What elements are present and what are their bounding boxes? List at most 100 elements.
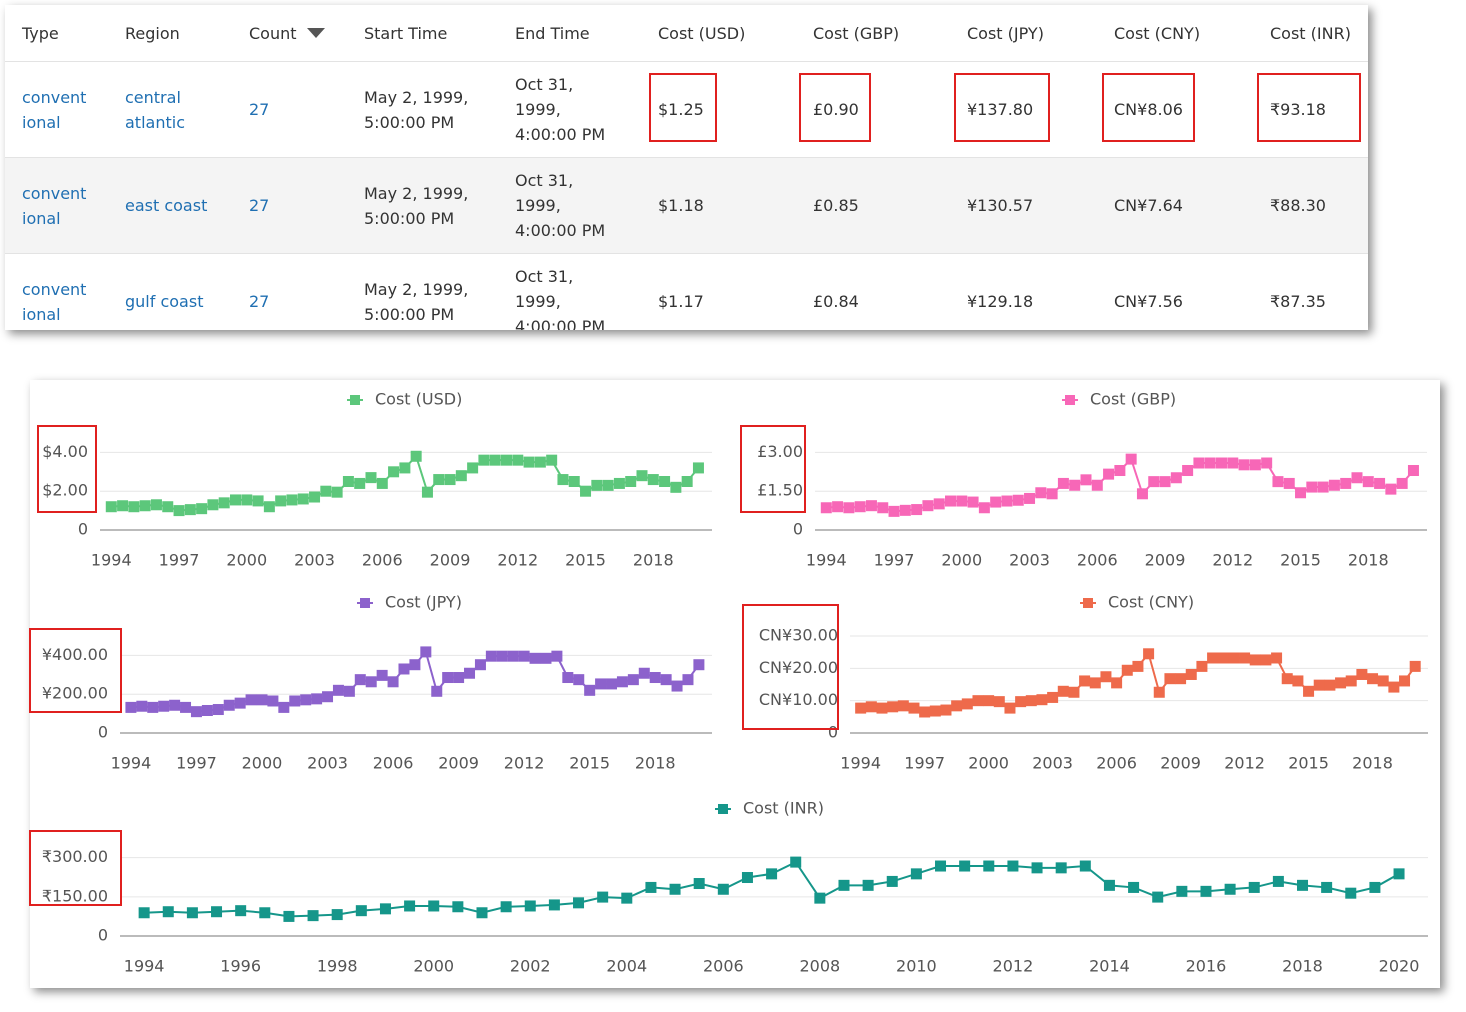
x-tick-label: 1994: [124, 957, 165, 976]
data-point: [147, 701, 159, 713]
x-tick-label: 2009: [438, 754, 479, 773]
data-point: [1121, 664, 1133, 676]
table-cell[interactable]: conventional: [22, 87, 87, 132]
x-tick-label: 2000: [242, 754, 283, 773]
data-point: [235, 905, 247, 917]
x-tick-label: 2012: [1212, 551, 1253, 570]
x-tick-label: 2000: [413, 957, 454, 976]
table-cell[interactable]: conventional: [22, 279, 87, 324]
x-tick-label: 1994: [111, 754, 152, 773]
data-point: [354, 477, 366, 489]
data-point: [990, 496, 1002, 508]
table-cell: ¥130.57: [967, 196, 1034, 215]
data-point: [1103, 468, 1115, 480]
data-point: [136, 700, 148, 712]
y-tick-label: 0: [98, 723, 108, 742]
data-point: [186, 907, 198, 919]
data-point: [1261, 457, 1273, 469]
data-point: [1249, 459, 1261, 471]
data-point: [1185, 668, 1197, 680]
data-point: [229, 494, 241, 506]
data-point: [1125, 453, 1137, 465]
data-point: [1143, 648, 1155, 660]
data-point: [173, 505, 185, 517]
column-header: Region: [125, 5, 225, 61]
data-point: [1001, 495, 1013, 507]
data-point: [1036, 694, 1048, 706]
data-point: [1328, 479, 1340, 491]
column-header-text[interactable]: Cost (JPY): [967, 23, 1044, 43]
data-point: [1295, 487, 1307, 499]
data-point: [741, 872, 753, 884]
data-point: [1024, 492, 1036, 504]
data-point: [409, 659, 421, 671]
data-point: [886, 875, 898, 887]
y-tick-label: 0: [78, 520, 88, 539]
data-point: [1297, 879, 1309, 891]
data-point: [1227, 457, 1239, 469]
data-point: [283, 910, 295, 922]
data-point: [1089, 677, 1101, 689]
data-point: [300, 694, 312, 706]
column-header-text[interactable]: Cost (GBP): [813, 23, 900, 43]
y-tick-label: $2.00: [42, 481, 88, 500]
sort-icon[interactable]: [306, 28, 325, 38]
data-point: [464, 667, 476, 679]
y-tick-label: ¥200.00: [42, 684, 108, 703]
table-cell[interactable]: gulf coast: [125, 292, 204, 311]
column-header-text[interactable]: Region: [125, 23, 180, 43]
column-header-text[interactable]: Count: [249, 23, 297, 43]
column-header-text[interactable]: End Time: [515, 23, 590, 43]
data-point: [309, 491, 321, 503]
y-tick-label: ¥400.00: [42, 645, 108, 664]
table-cell[interactable]: east coast: [125, 196, 208, 215]
data-point: [1025, 695, 1037, 707]
x-tick-label: 2015: [1288, 754, 1329, 773]
data-point: [1114, 465, 1126, 477]
x-tick-label: 2015: [569, 754, 610, 773]
data-point: [983, 695, 995, 707]
data-point: [234, 697, 246, 709]
legend-marker: [350, 395, 360, 405]
data-point: [897, 700, 909, 712]
data-point: [911, 504, 923, 516]
data-point: [433, 474, 445, 486]
x-tick-label: 1998: [317, 957, 358, 976]
table-cell[interactable]: conventional: [22, 183, 87, 228]
column-header-text[interactable]: Type: [22, 23, 59, 43]
data-point: [573, 897, 585, 909]
data-point: [616, 676, 628, 688]
column-header-text[interactable]: Cost (USD): [658, 23, 746, 43]
data-point: [548, 899, 560, 911]
data-point: [1356, 668, 1368, 680]
data-point: [1057, 477, 1069, 489]
data-point: [1224, 883, 1236, 895]
table-cell[interactable]: central atlantic: [125, 87, 185, 132]
table-cell[interactable]: 27: [249, 196, 270, 215]
data-point: [584, 684, 596, 696]
data-point: [496, 650, 508, 662]
table-cell[interactable]: 27: [249, 100, 270, 119]
legend-marker: [718, 804, 728, 814]
data-point: [659, 476, 671, 487]
data-point: [158, 700, 170, 712]
table-cell[interactable]: 27: [249, 292, 270, 311]
column-header: Cost (GBP): [813, 5, 933, 61]
y-tick-label: 0: [793, 520, 803, 539]
data-point: [993, 696, 1005, 708]
data-point: [196, 503, 208, 515]
data-point: [1035, 487, 1047, 499]
data-point: [376, 477, 388, 489]
data-point: [376, 669, 388, 681]
data-point: [766, 868, 778, 880]
column-header-text[interactable]: Start Time: [364, 23, 448, 43]
data-point: [692, 462, 704, 474]
column-header-text[interactable]: Cost (CNY): [1114, 23, 1201, 43]
data-point: [259, 907, 271, 919]
data-point: [1377, 675, 1389, 687]
data-point: [489, 454, 501, 466]
data-point: [820, 502, 832, 514]
column-header-text[interactable]: Cost (INR): [1270, 23, 1351, 43]
data-point: [1057, 685, 1069, 697]
